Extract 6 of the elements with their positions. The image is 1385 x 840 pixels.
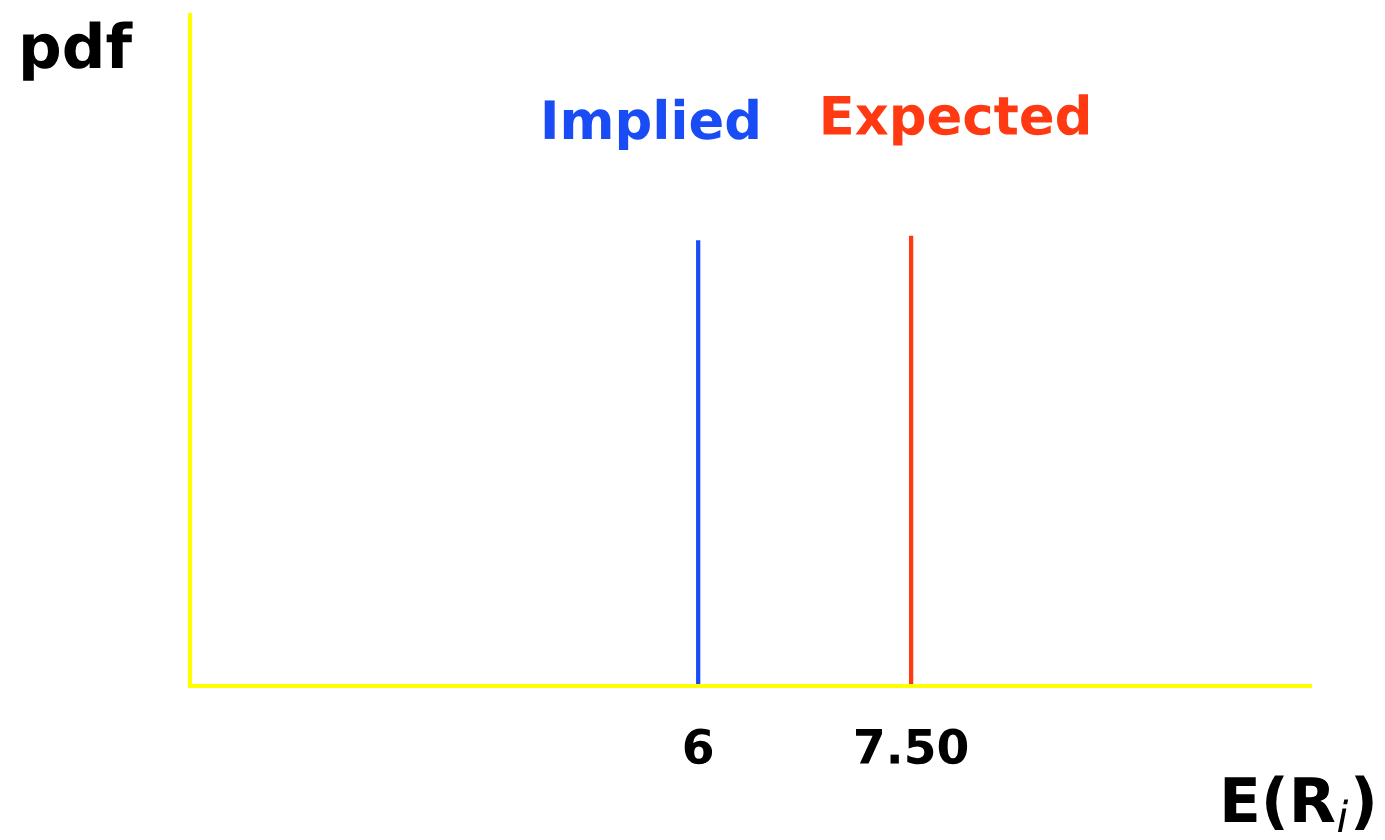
text: Implied <box>544 98 758 150</box>
x-tick-label: 7.50 <box>856 728 968 765</box>
text: Expected <box>823 94 1089 146</box>
x-axis-title: E(R$_{i}$) <box>1224 775 1373 832</box>
y-axis-title: pdf <box>23 21 133 81</box>
x-tick-label: 6 <box>684 728 713 765</box>
